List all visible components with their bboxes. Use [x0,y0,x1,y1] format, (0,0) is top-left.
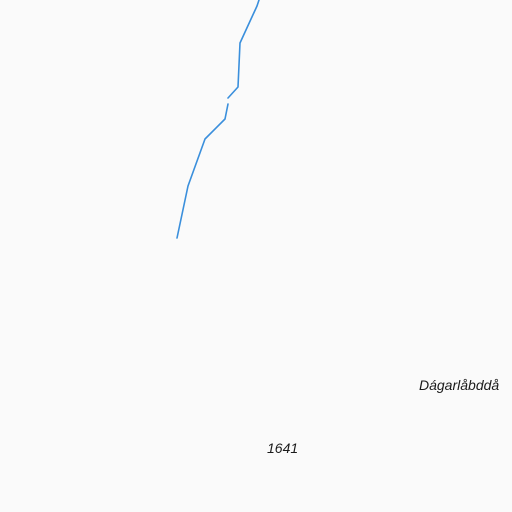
elevation-label: 1641 [267,440,299,456]
place-name-label: Dágarlåbddå [419,377,500,393]
stream-line-upper [227,0,260,99]
stream-line-lower [176,103,229,239]
